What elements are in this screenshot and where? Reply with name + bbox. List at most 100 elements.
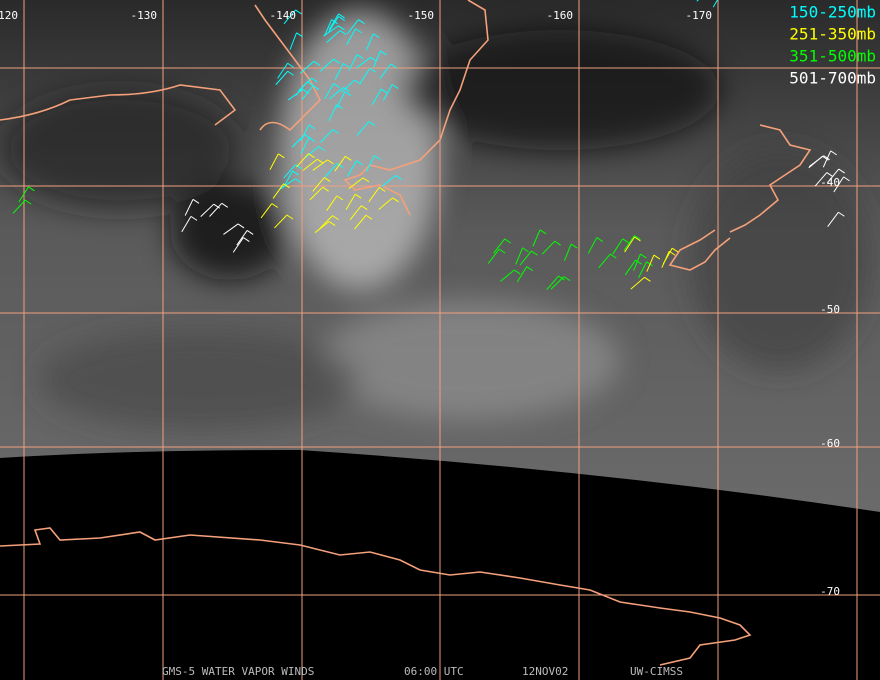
wind-barb: [356, 121, 376, 136]
longitude-label: -130: [131, 9, 158, 22]
wind-barb: [319, 215, 339, 229]
wind-barb: [223, 223, 245, 235]
wind-barb: [283, 9, 302, 25]
longitude-label: -120: [0, 9, 18, 22]
wind-barb: [345, 193, 362, 210]
wind-barb: [638, 261, 653, 279]
wind-barb: [368, 186, 386, 203]
wind-barb: [269, 153, 285, 171]
longitude-label: -170: [686, 9, 713, 22]
wind-barb: [277, 62, 294, 79]
wind-barb: [236, 230, 254, 246]
wind-barb: [346, 28, 362, 45]
wind-barb: [516, 266, 534, 283]
wind-barb: [232, 237, 250, 253]
wind-barb: [304, 146, 325, 159]
wind-barb: [324, 19, 338, 37]
wind-barb: [827, 211, 845, 227]
wind-barbs: [12, 0, 850, 291]
wind-barb: [200, 203, 221, 217]
wind-barb: [833, 176, 850, 193]
wind-barb: [822, 150, 837, 168]
wind-barb: [319, 58, 340, 72]
wind-barb: [359, 67, 377, 84]
wind-barb: [324, 163, 344, 178]
wind-barb: [302, 158, 324, 171]
wind-barb: [371, 88, 388, 105]
latitude-label: -40: [820, 176, 840, 189]
wind-barb: [365, 155, 381, 173]
wind-barb: [209, 202, 229, 217]
wind-barb: [184, 198, 200, 216]
wind-barb: [312, 159, 334, 171]
wind-barb: [319, 129, 340, 143]
footer-text: 12NOV02: [522, 665, 568, 678]
wind-barb: [326, 195, 344, 211]
wind-barb: [355, 57, 377, 69]
wind-barb: [612, 238, 629, 255]
wind-barb: [328, 16, 345, 32]
legend-entry: 351-500mb: [789, 47, 876, 66]
wind-barb: [712, 0, 719, 8]
wind-barb: [289, 32, 303, 50]
wind-barb: [563, 243, 578, 261]
latitude-label: -60: [820, 437, 840, 450]
wind-barb: [336, 91, 352, 108]
wind-barb: [515, 247, 529, 265]
wind-barb: [300, 124, 316, 142]
wind-barb: [274, 214, 294, 229]
wind-barb: [329, 87, 350, 100]
wind-barb: [587, 237, 604, 254]
wind-barb: [624, 236, 641, 253]
wind-barb: [272, 183, 290, 199]
wind-barb: [532, 229, 547, 247]
wind-barb: [493, 238, 511, 254]
wind-barb: [312, 177, 331, 192]
wind-barb: [298, 77, 318, 92]
wind-barb: [633, 253, 647, 271]
wind-barb: [324, 83, 340, 100]
wind-barb: [598, 253, 617, 269]
wind-barb: [260, 203, 279, 219]
footer-text: GMS-5 WATER VAPOR WINDS: [162, 665, 314, 678]
wind-barb: [283, 164, 302, 179]
wind-barb: [334, 62, 350, 80]
wind-barb: [323, 25, 345, 37]
wind-barb: [646, 254, 661, 272]
wind-barb: [18, 186, 35, 203]
legend-entry: 150-250mb: [789, 3, 876, 22]
wind-barb: [662, 247, 679, 265]
wind-barb: [500, 269, 521, 282]
wind-barb: [381, 175, 402, 188]
labels: -120 -130 -140 -150 -160 -170 -40 -50 -60 -70 150-…: [0, 3, 876, 679]
wind-barb: [283, 170, 299, 187]
wind-barb: [519, 250, 538, 266]
wind-barb: [630, 276, 651, 290]
wind-barb: [348, 54, 364, 71]
wind-barb: [348, 177, 370, 190]
wind-barb: [328, 13, 345, 30]
legend-entry: 251-350mb: [789, 25, 876, 44]
wind-barb: [826, 168, 845, 184]
wind-barb: [487, 248, 506, 264]
wind-barb: [624, 259, 642, 276]
wind-barb: [349, 205, 368, 221]
wind-barb: [334, 155, 352, 172]
wind-barb: [373, 50, 387, 68]
wind-barb: [287, 88, 310, 101]
wind-barb: [181, 215, 198, 233]
wind-barb: [546, 275, 565, 291]
longitude-label: -140: [270, 9, 297, 22]
wind-barb: [291, 134, 312, 148]
wind-barb: [379, 63, 398, 79]
wind-barb: [623, 235, 641, 251]
wind-barb: [346, 19, 365, 35]
wind-barb: [300, 60, 321, 74]
wind-barb: [354, 214, 373, 230]
coastlines: [0, 0, 812, 666]
wind-barb: [280, 178, 302, 190]
wind-barb: [326, 30, 347, 43]
wind-barb: [309, 186, 329, 201]
